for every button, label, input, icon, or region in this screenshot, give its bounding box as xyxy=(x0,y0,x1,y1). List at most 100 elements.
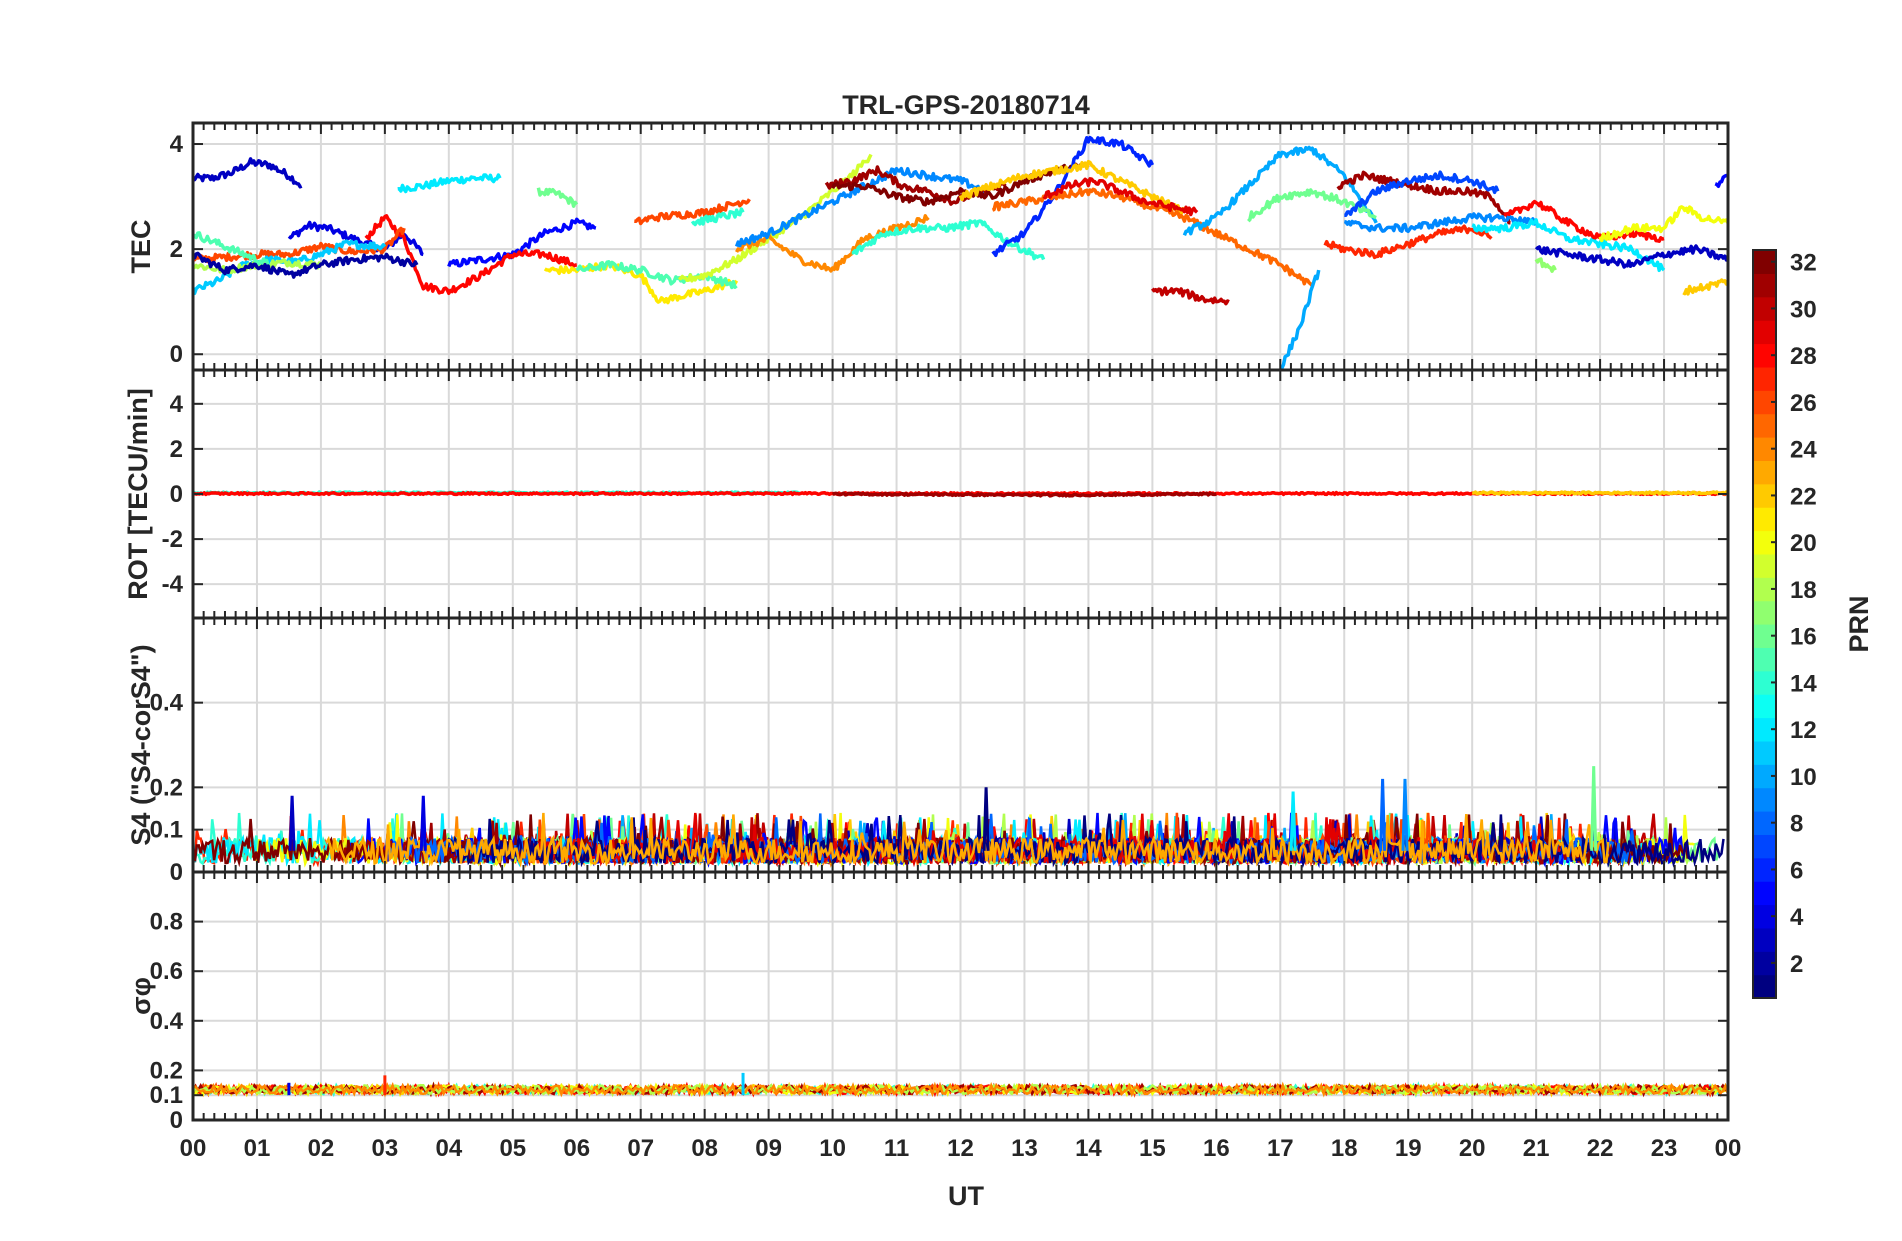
sigma_phi-y-tick-label: 0.4 xyxy=(150,1008,184,1035)
x-tick-label: 00 xyxy=(180,1135,207,1162)
colorbar-segment xyxy=(1753,530,1776,555)
series-prn-10 xyxy=(1279,269,1321,370)
colorbar-segment xyxy=(1753,437,1776,461)
colorbar-segment xyxy=(1753,343,1776,368)
x-tick-label: 00 xyxy=(1715,1135,1742,1162)
peak-prn-16 xyxy=(1590,766,1598,851)
x-tick-label: 19 xyxy=(1395,1135,1422,1162)
series-prn-5 xyxy=(1714,173,1728,189)
series-prn-1 xyxy=(444,813,1725,869)
rot-y-tick-label: -4 xyxy=(162,571,184,598)
x-tick-label: 12 xyxy=(947,1135,974,1162)
series-prn-15 xyxy=(193,231,271,268)
rot-y-ticks: -4 -2 0 2 4 xyxy=(162,391,1728,598)
x-tick-label: 23 xyxy=(1651,1135,1678,1162)
series-prn-3 xyxy=(1534,244,1728,269)
colorbar-segment xyxy=(1753,834,1776,859)
series-prn-31 xyxy=(1336,170,1511,225)
colorbar-segment xyxy=(1753,413,1776,438)
series-prn-31 xyxy=(831,491,1217,498)
x-tick-label: 20 xyxy=(1459,1135,1486,1162)
colorbar-segment xyxy=(1753,507,1776,532)
colorbar-segment xyxy=(1753,647,1776,672)
s4-y-tick-label: 0 xyxy=(170,859,183,886)
colorbar-segment xyxy=(1753,390,1776,415)
peak-prn-4 xyxy=(419,795,427,851)
series-prn-9 xyxy=(1343,212,1538,234)
x-axis-label: UT xyxy=(948,1181,984,1211)
series-prn-21 xyxy=(543,260,739,305)
colorbar-tick-label: 10 xyxy=(1790,764,1817,791)
x-tick-label: 16 xyxy=(1203,1135,1230,1162)
series-prn-7 xyxy=(1344,170,1500,217)
s4-data xyxy=(193,766,1725,869)
colorbar-tick-label: 24 xyxy=(1790,437,1817,464)
rot-data xyxy=(193,490,1728,498)
tec-y-label: TEC xyxy=(126,220,156,274)
colorbar-segment xyxy=(1753,764,1776,789)
x-tick-label: 13 xyxy=(1011,1135,1038,1162)
colorbar-segment xyxy=(1753,577,1776,602)
colorbar-segment xyxy=(1753,787,1776,812)
colorbar-segment xyxy=(1753,670,1776,695)
sigma_phi-x-ticks xyxy=(192,872,1729,1120)
rot-y-label: ROT [TECU/min] xyxy=(123,388,153,599)
x-tick-label: 02 xyxy=(308,1135,335,1162)
panel-rot: -4 -2 0 2 4 ROT [TECU/min] xyxy=(123,368,1730,620)
panel-tec: 0 2 4 TEC xyxy=(126,121,1730,372)
series-prn-26 xyxy=(634,198,751,226)
colorbar-tick-label: 32 xyxy=(1790,250,1817,277)
colorbar-segment xyxy=(1753,974,1776,999)
rot-y-tick-label: 4 xyxy=(170,391,184,418)
colorbar-segment xyxy=(1753,811,1776,835)
colorbar-segment xyxy=(1753,881,1776,906)
peak-prn-8 xyxy=(1379,778,1387,851)
panel-sigma_phi: 00.10.2 0.4 0.6 0.8 σφ xyxy=(126,870,1730,1134)
x-tick-label: 04 xyxy=(435,1135,462,1162)
colorbar-tick-label: 12 xyxy=(1790,717,1817,744)
colorbar-tick-label: 16 xyxy=(1790,624,1817,651)
tec-y-tick-label: 4 xyxy=(170,131,184,158)
colorbar-tick-label: 4 xyxy=(1790,904,1804,931)
series-prn-22 xyxy=(1471,490,1728,496)
tec-grid xyxy=(192,123,1729,370)
series-prn-12 xyxy=(1471,218,1666,273)
tec-y-tick-label: 2 xyxy=(170,236,183,263)
sigma_phi-data xyxy=(193,1072,1728,1098)
colorbar-tick-label: 6 xyxy=(1790,857,1803,884)
colorbar-tick-label: 14 xyxy=(1790,670,1817,697)
rot-y-tick-label: -2 xyxy=(162,526,183,553)
colorbar-tick-label: 28 xyxy=(1790,343,1817,370)
chart-title: TRL-GPS-20180714 xyxy=(842,90,1090,120)
series-prn-22 xyxy=(958,159,1186,216)
peak-prn-9 xyxy=(1401,778,1409,851)
sigma_phi-y-tick-label: 0.8 xyxy=(150,909,183,936)
colorbar-segment xyxy=(1753,553,1776,578)
series-prn-14 xyxy=(851,219,1046,261)
colorbar-segment xyxy=(1753,624,1776,648)
colorbar-tick-label: 22 xyxy=(1790,483,1817,510)
s4-y-tick-label: 0.1 xyxy=(150,817,183,844)
s4-y-ticks: 0 0.1 0.2 0.4 xyxy=(150,690,1728,886)
panel-s4: 0 0.1 0.2 0.4S4 ("S4-corS4") xyxy=(126,616,1730,886)
x-tick-label: 17 xyxy=(1267,1135,1294,1162)
x-tick-label: 09 xyxy=(755,1135,782,1162)
x-tick-label: 10 xyxy=(819,1135,846,1162)
s4-y-tick-label: 0.2 xyxy=(150,774,183,801)
colorbar-segment xyxy=(1753,694,1776,719)
colorbar-segment xyxy=(1753,927,1776,952)
x-tick-label: 05 xyxy=(499,1135,526,1162)
colorbar-tick-label: 2 xyxy=(1790,951,1803,978)
tec-y-ticks: 0 2 4 xyxy=(170,131,1728,368)
x-tick-label: 01 xyxy=(244,1135,271,1162)
colorbar-segment xyxy=(1753,320,1776,345)
rot-y-tick-label: 0 xyxy=(170,481,183,508)
peak-prn-3 xyxy=(288,795,296,851)
colorbar-tick-label: 26 xyxy=(1790,390,1817,417)
series-prn-12 xyxy=(397,173,502,194)
series-prn-30 xyxy=(1151,286,1230,306)
sigma_phi-y-tick-label: 0 xyxy=(170,1107,183,1134)
series-prn-10 xyxy=(1182,145,1378,236)
colorbar-segment xyxy=(1753,483,1776,508)
